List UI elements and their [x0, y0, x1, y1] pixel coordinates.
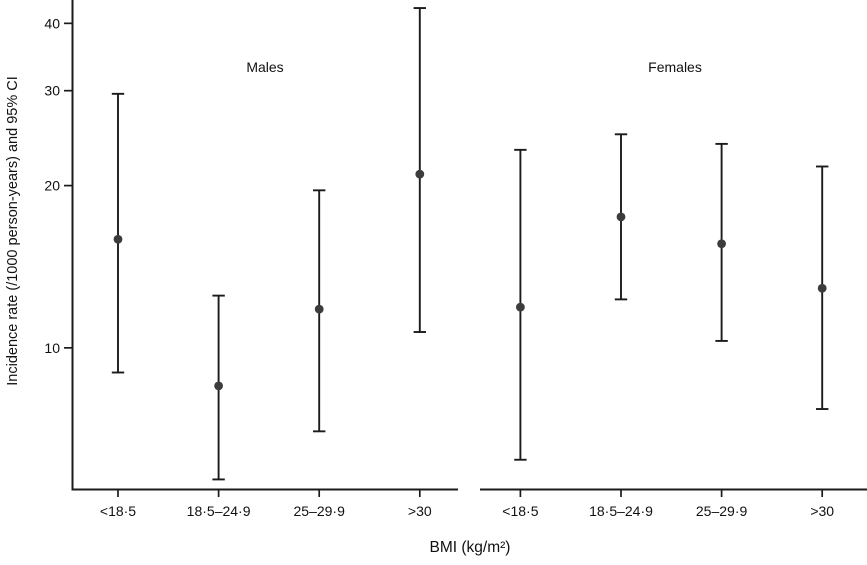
point-marker-females-1	[516, 302, 525, 312]
group-label-males: Males	[246, 59, 283, 75]
y-axis-tick-label: 10	[44, 340, 60, 356]
point-marker-males-4	[415, 169, 425, 179]
point-marker-males-3	[314, 304, 324, 314]
x-axis-category-label: <18·5	[100, 503, 136, 519]
point-marker-males-1	[113, 234, 123, 244]
x-axis-category-label: 25–29·9	[696, 503, 748, 519]
x-axis-category-label: 25–29·9	[294, 503, 346, 519]
y-axis-tick-label: 30	[44, 83, 60, 99]
y-axis-tick-label: 20	[44, 178, 60, 194]
x-axis-title: BMI (kg/m²)	[430, 539, 511, 556]
point-marker-females-4	[817, 283, 827, 293]
x-axis-category-label: >30	[810, 503, 834, 519]
y-axis-title: Incidence rate (/1000 person-years) and …	[5, 76, 21, 386]
x-axis-category-label: >30	[408, 503, 432, 519]
point-marker-males-2	[214, 381, 224, 391]
group-label-females: Females	[648, 59, 702, 75]
x-axis-category-label: 18·5–24·9	[187, 503, 251, 519]
x-axis-category-label: <18·5	[502, 503, 538, 519]
y-axis-tick-label: 40	[44, 15, 60, 31]
point-marker-females-2	[616, 212, 626, 222]
point-marker-females-3	[717, 239, 726, 249]
x-axis-category-label: 18·5–24·9	[589, 503, 653, 519]
